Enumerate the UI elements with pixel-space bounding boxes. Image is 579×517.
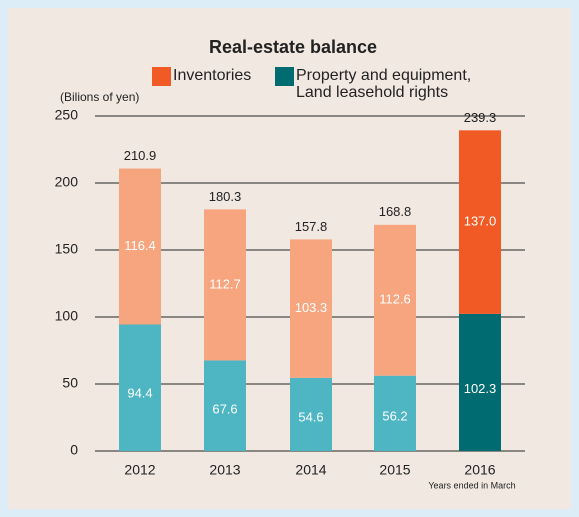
value-label: 56.2 [382,409,407,424]
value-label: 103.3 [295,300,328,315]
total-label: 210.9 [124,148,157,163]
bar-segment [204,360,246,451]
bar-segment [459,313,501,451]
value-label: 112.7 [209,276,241,291]
bar-segment [119,324,161,451]
total-label: 239.3 [464,110,497,125]
bar-segment [204,209,246,361]
x-tick-label: 2016 [464,462,495,478]
value-label: 137.0 [464,214,497,229]
y-axis-label: (Bilions of yen) [60,90,139,104]
x-axis-note: Years ended in March [428,480,515,490]
y-tick-label: 100 [55,308,79,324]
value-label: 102.3 [464,381,497,396]
chart-title: Real-estate balance [209,37,377,57]
legend-label: Property and equipment, Land leasehold r… [296,67,472,101]
total-label: 180.3 [209,189,242,204]
bar-segment [459,130,501,314]
bar-segment [374,375,416,451]
legend-swatch [152,67,171,86]
y-tick-label: 250 [55,107,79,123]
bar-segment [119,168,161,325]
x-tick-label: 2015 [379,462,410,478]
total-label: 168.8 [379,204,412,219]
value-label: 94.4 [127,386,152,401]
y-tick-label: 200 [55,174,79,190]
value-label: 116.4 [124,238,156,253]
bar-segment [290,239,332,378]
y-tick-label: 150 [55,241,79,257]
y-tick-label: 50 [62,375,78,391]
x-tick-label: 2013 [209,462,240,478]
legend-label: Inventories [173,67,252,84]
value-label: 112.6 [379,292,411,307]
value-label: 54.6 [298,410,323,425]
x-tick-label: 2012 [124,462,155,478]
bar-segment [290,377,332,451]
total-label: 157.8 [295,219,328,234]
y-tick-label: 0 [70,442,78,458]
bar-segment [374,224,416,376]
value-label: 67.6 [212,402,237,417]
x-tick-label: 2014 [295,462,326,478]
legend-swatch [275,67,294,86]
